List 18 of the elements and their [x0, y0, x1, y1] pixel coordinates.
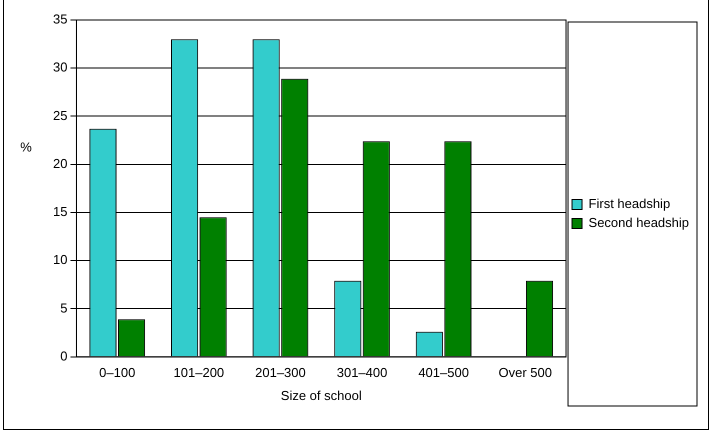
y-tick-label: 15: [52, 204, 68, 220]
y-tick-label: 0: [60, 348, 68, 364]
x-tick-label: 201–300: [255, 365, 306, 380]
y-tick-label: 20: [52, 156, 68, 171]
y-tick-label: 25: [52, 108, 68, 123]
x-tick-label: Over 500: [498, 365, 552, 380]
x-tick-label: 401–500: [418, 365, 469, 380]
legend-label: Second headship: [588, 215, 690, 230]
legend-label: First headship: [588, 196, 670, 212]
x-tick-label: 301–400: [336, 365, 388, 380]
x-axis-title: Size of school: [280, 388, 362, 403]
y-tick-label: 30: [52, 60, 68, 75]
x-tick-label: 101–200: [174, 365, 224, 380]
x-tick-label: 0–100: [99, 365, 136, 380]
y-tick-label: 35: [52, 12, 68, 27]
y-axis-title: %: [20, 140, 32, 155]
y-tick-label: 10: [52, 252, 68, 268]
y-tick-label: 5: [60, 300, 68, 316]
